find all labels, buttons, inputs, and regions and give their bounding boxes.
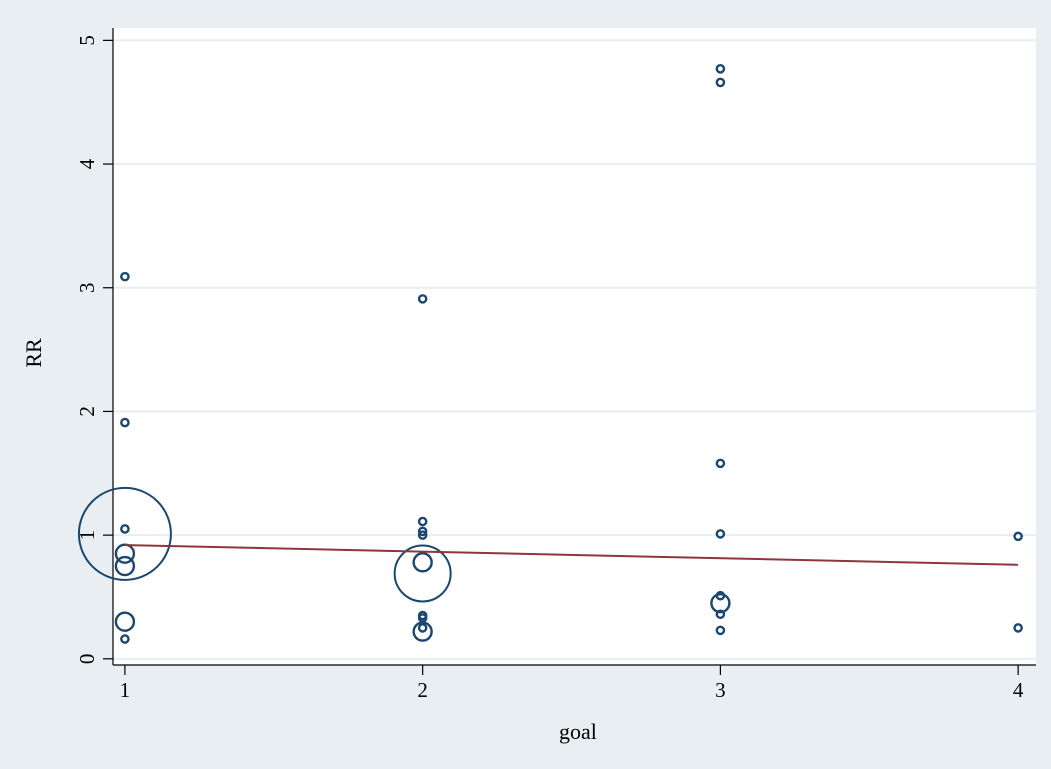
data-point-6 [114, 611, 136, 632]
y-tick-label-1: 1 [75, 530, 99, 541]
x-axis-title: goal [559, 719, 597, 744]
data-point-20 [715, 458, 726, 469]
data-point-0 [120, 271, 130, 282]
data-point-7 [120, 634, 130, 644]
data-point-2 [120, 524, 130, 534]
data-point-13 [393, 544, 452, 603]
x-tick-label-4: 4 [1013, 678, 1024, 702]
y-tick-label-2: 2 [75, 406, 99, 417]
y-tick-label-3: 3 [75, 282, 99, 293]
plot-area [113, 28, 1036, 665]
fit-line-layer [124, 544, 1019, 566]
data-point-25 [715, 625, 726, 636]
data-point-10 [417, 526, 428, 537]
data-point-5 [114, 555, 136, 577]
data-point-19 [715, 77, 726, 88]
x-tick-label-3: 3 [715, 678, 726, 702]
data-point-23 [710, 592, 731, 614]
x-tick-label-1: 1 [120, 678, 131, 702]
y-axis-title: RR [21, 338, 46, 368]
data-point-24 [715, 609, 726, 620]
data-point-27 [1013, 623, 1023, 633]
data-point-3 [77, 486, 172, 581]
x-tick-label-2: 2 [417, 678, 428, 702]
axes: 0 1 2 3 4 5 1 2 3 4 [75, 28, 1036, 702]
data-point-21 [715, 529, 726, 539]
gridlines [113, 39, 1036, 660]
y-tick-label-4: 4 [75, 158, 99, 169]
data-point-1 [120, 417, 130, 428]
data-point-17 [412, 621, 433, 642]
fit-line [124, 544, 1019, 566]
data-point-16 [417, 623, 428, 633]
y-tick-label-0: 0 [75, 654, 99, 665]
data-point-4 [114, 543, 136, 564]
data-points [77, 64, 1023, 644]
data-point-9 [417, 516, 428, 527]
data-point-11 [417, 530, 428, 540]
data-point-18 [715, 64, 726, 74]
data-point-8 [417, 294, 428, 304]
data-point-26 [1013, 531, 1023, 542]
data-point-12 [412, 552, 433, 573]
y-tick-label-5: 5 [75, 35, 99, 46]
